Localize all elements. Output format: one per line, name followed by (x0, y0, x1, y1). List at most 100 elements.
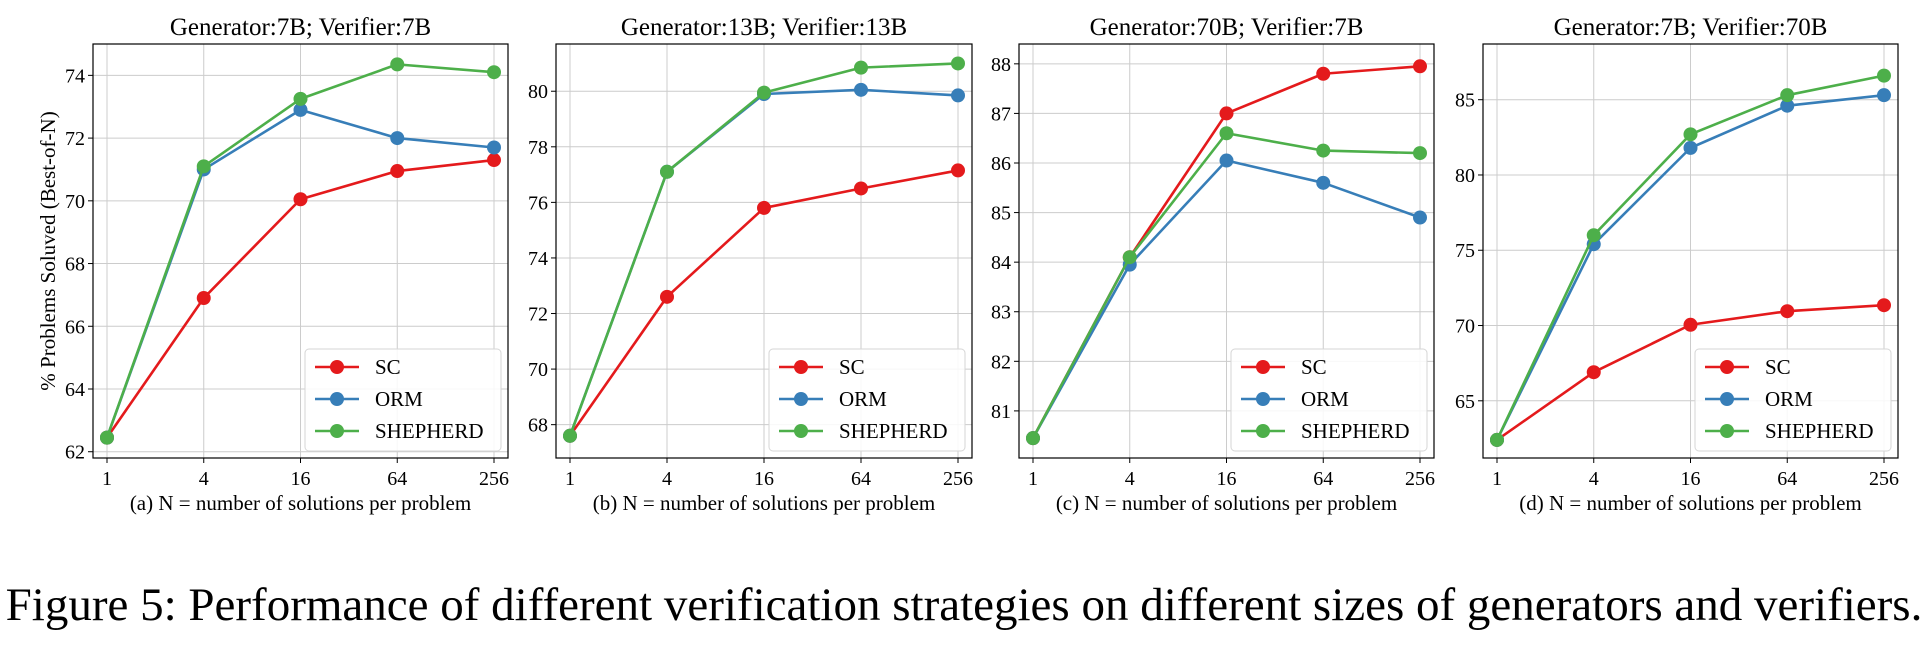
x-axis-label: (a) N = number of solutions per problem (130, 491, 471, 515)
y-tick-label: 64 (65, 379, 85, 401)
legend-label-sc: SC (1301, 355, 1327, 379)
chart-panel-4: 65 70 75 80 85 1 4 16 64 256 Generator:7B; Verifie… (1455, 14, 1899, 515)
data-point-shepherd (1683, 127, 1698, 142)
x-tick-label: 16 (754, 468, 774, 490)
y-tick-label: 78 (528, 137, 548, 159)
data-point-sc (1877, 298, 1891, 313)
x-axis-label: (c) N = number of solutions per problem (1056, 491, 1397, 515)
legend-marker-sc (1256, 360, 1270, 374)
legend: SC ORM SHEPHERD (1230, 348, 1428, 452)
x-tick-label: 16 (1217, 468, 1237, 490)
y-tick-label: 72 (528, 304, 548, 326)
data-point-shepherd (1877, 68, 1891, 83)
legend-label-sc: SC (375, 355, 401, 379)
y-tick-label: 70 (1455, 316, 1475, 338)
data-point-orm (854, 82, 868, 97)
data-point-sc (757, 200, 771, 215)
data-point-sc (1683, 317, 1698, 332)
data-point-shepherd (854, 60, 868, 75)
x-tick-label: 64 (851, 468, 871, 490)
legend-box (304, 348, 502, 452)
data-point-shepherd (1026, 431, 1040, 446)
y-tick-label: 82 (991, 351, 1011, 373)
legend-marker-orm (794, 392, 808, 406)
data-point-orm (390, 131, 405, 146)
data-point-orm (487, 140, 501, 155)
y-axis-label: % Problems Soluved (Best-of-N) (36, 111, 60, 390)
data-point-shepherd (100, 430, 114, 445)
legend-label-orm: ORM (375, 387, 423, 411)
y-tick-label: 84 (991, 252, 1011, 274)
x-tick-label: 4 (662, 468, 672, 490)
data-point-sc (196, 291, 211, 306)
x-tick-label: 64 (1313, 468, 1333, 490)
data-point-shepherd (293, 91, 308, 106)
y-tick-label: 76 (528, 192, 548, 214)
x-tick-label: 16 (1681, 468, 1701, 490)
data-point-shepherd (1219, 126, 1234, 141)
x-tick-label: 16 (291, 468, 311, 490)
legend-marker-shepherd (794, 424, 808, 438)
x-tick-label: 1 (102, 468, 112, 490)
legend-marker-orm (1720, 392, 1734, 406)
y-tick-label: 66 (65, 316, 85, 338)
legend-label-shepherd: SHEPHERD (375, 419, 484, 443)
legend-marker-sc (1720, 360, 1734, 374)
legend-marker-orm (1256, 392, 1270, 406)
x-tick-label: 256 (479, 468, 509, 490)
data-point-sc (293, 192, 308, 207)
y-tick-label: 85 (991, 203, 1011, 225)
data-point-sc (951, 163, 965, 178)
x-axis-label: (d) N = number of solutions per problem (1519, 491, 1862, 515)
y-tick-label: 86 (991, 153, 1011, 175)
y-tick-label: 83 (991, 302, 1011, 324)
legend-label-shepherd: SHEPHERD (839, 419, 948, 443)
y-tick-label: 68 (528, 415, 548, 437)
legend-label-shepherd: SHEPHERD (1301, 419, 1410, 443)
legend-marker-shepherd (1720, 424, 1734, 438)
legend: SC ORM SHEPHERD (768, 348, 966, 452)
y-tick-label: 72 (65, 128, 85, 150)
data-point-shepherd (757, 85, 771, 100)
x-tick-label: 1 (1492, 468, 1502, 490)
data-point-orm (1683, 140, 1698, 155)
data-point-sc (487, 153, 501, 168)
x-tick-label: 4 (1589, 468, 1599, 490)
x-axis-label: (b) N = number of solutions per problem (593, 491, 936, 515)
legend-marker-shepherd (330, 424, 344, 438)
data-point-sc (854, 181, 868, 196)
legend-label-sc: SC (839, 355, 865, 379)
x-tick-label: 1 (565, 468, 575, 490)
figure-panels: 62 64 66 68 70 72 74 1 4 16 64 256 Generator:7B; Ver… (36, 14, 1899, 515)
y-tick-label: 80 (528, 81, 548, 103)
legend-marker-orm (330, 392, 344, 406)
chart-panel-2: 68 70 72 74 76 78 80 1 4 16 64 256 Generator:13B; Ve… (528, 14, 973, 515)
y-tick-label: 80 (1455, 165, 1475, 187)
legend-label-shepherd: SHEPHERD (1765, 419, 1874, 443)
y-tick-label: 87 (991, 103, 1011, 125)
legend-box (768, 348, 966, 452)
x-tick-label: 256 (1869, 468, 1899, 490)
data-point-shepherd (563, 428, 577, 443)
data-point-sc (1413, 59, 1427, 74)
data-point-shepherd (487, 65, 501, 80)
chart-title: Generator:70B; Verifier:7B (1090, 14, 1364, 41)
legend-marker-shepherd (1256, 424, 1270, 438)
data-point-sc (1780, 304, 1795, 319)
legend-marker-sc (330, 360, 344, 374)
data-point-sc (1316, 66, 1331, 81)
figure-caption: Figure 5: Performance of different verif… (5, 579, 1923, 631)
x-tick-label: 4 (199, 468, 209, 490)
chart-title: Generator:7B; Verifier:70B (1554, 14, 1828, 41)
legend-box (1230, 348, 1428, 452)
y-tick-label: 74 (528, 248, 548, 270)
y-tick-label: 85 (1455, 90, 1475, 112)
data-point-shepherd (196, 159, 211, 174)
data-point-orm (1877, 88, 1891, 103)
data-point-orm (1219, 153, 1234, 168)
legend-box (1694, 348, 1892, 452)
legend: SC ORM SHEPHERD (1694, 348, 1892, 452)
legend-label-orm: ORM (1765, 387, 1813, 411)
data-point-sc (390, 164, 405, 179)
y-tick-label: 65 (1455, 391, 1475, 413)
